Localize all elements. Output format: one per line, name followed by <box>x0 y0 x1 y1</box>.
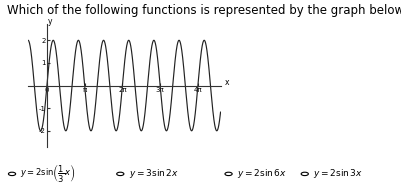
Text: $y = 2\sin 6x$: $y = 2\sin 6x$ <box>237 167 287 180</box>
Text: Which of the following functions is represented by the graph below?: Which of the following functions is repr… <box>7 4 401 17</box>
Text: $y = 2\sin\!\left(\dfrac{1}{3}x\right)$: $y = 2\sin\!\left(\dfrac{1}{3}x\right)$ <box>20 163 76 185</box>
Text: y: y <box>48 17 52 26</box>
Text: x: x <box>225 78 230 87</box>
Text: $y = 2\sin 3x$: $y = 2\sin 3x$ <box>313 167 363 180</box>
Text: $y = 3\sin 2x$: $y = 3\sin 2x$ <box>129 167 178 180</box>
